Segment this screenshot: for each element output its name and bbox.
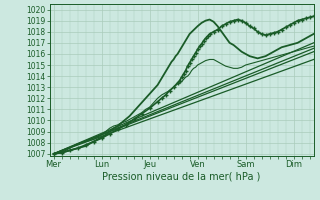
X-axis label: Pression niveau de la mer( hPa ): Pression niveau de la mer( hPa ) — [102, 172, 261, 182]
